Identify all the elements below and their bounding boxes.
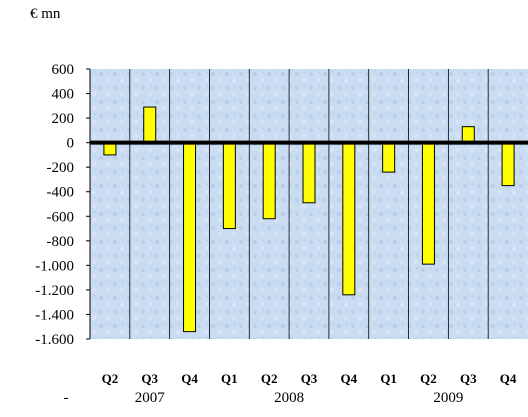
y-tick-label: -400 xyxy=(47,185,75,201)
year-label: 2007 xyxy=(135,390,166,406)
bar-2 xyxy=(183,142,197,333)
bar-8 xyxy=(421,142,435,265)
x-tick-label: Q4 xyxy=(341,371,358,386)
year-row-dash: - xyxy=(64,390,69,406)
x-tick-label: Q2 xyxy=(420,371,437,386)
bar-5 xyxy=(302,142,316,204)
x-tick-label: Q3 xyxy=(460,371,477,386)
year-label: 2008 xyxy=(274,390,304,406)
y-tick-label: -1.400 xyxy=(35,307,74,323)
x-tick-label: Q3 xyxy=(141,371,158,386)
y-tick-label: 200 xyxy=(52,111,75,127)
x-tick-label: Q3 xyxy=(301,371,318,386)
y-tick-label: -1.200 xyxy=(35,283,74,299)
y-tick-label: -200 xyxy=(47,160,75,176)
y-tick-label: 400 xyxy=(52,87,75,103)
plot-area xyxy=(90,69,528,339)
unit-label: € mn xyxy=(30,6,61,22)
x-tick-label: Q4 xyxy=(500,371,517,386)
bar-1 xyxy=(143,106,157,144)
x-tick-label: Q2 xyxy=(102,371,119,386)
x-tick-label: Q1 xyxy=(380,371,397,386)
bar-6 xyxy=(342,142,356,296)
bar-7 xyxy=(382,142,396,173)
y-tick-label: 600 xyxy=(52,62,75,78)
bar-9 xyxy=(461,126,475,144)
x-tick-label: Q1 xyxy=(221,371,238,386)
bar-10 xyxy=(501,142,515,187)
y-tick-label: -1.600 xyxy=(35,332,74,348)
y-tick-label: -1.000 xyxy=(35,258,74,274)
bar-4 xyxy=(262,142,276,220)
y-tick-label: -800 xyxy=(47,234,75,250)
x-tick-label: Q4 xyxy=(181,371,198,386)
year-label: 2009 xyxy=(433,390,463,406)
y-tick-label: -600 xyxy=(47,209,75,225)
bar-3 xyxy=(222,142,236,230)
x-tick-label: Q2 xyxy=(261,371,278,386)
y-tick-label: 0 xyxy=(67,136,75,152)
